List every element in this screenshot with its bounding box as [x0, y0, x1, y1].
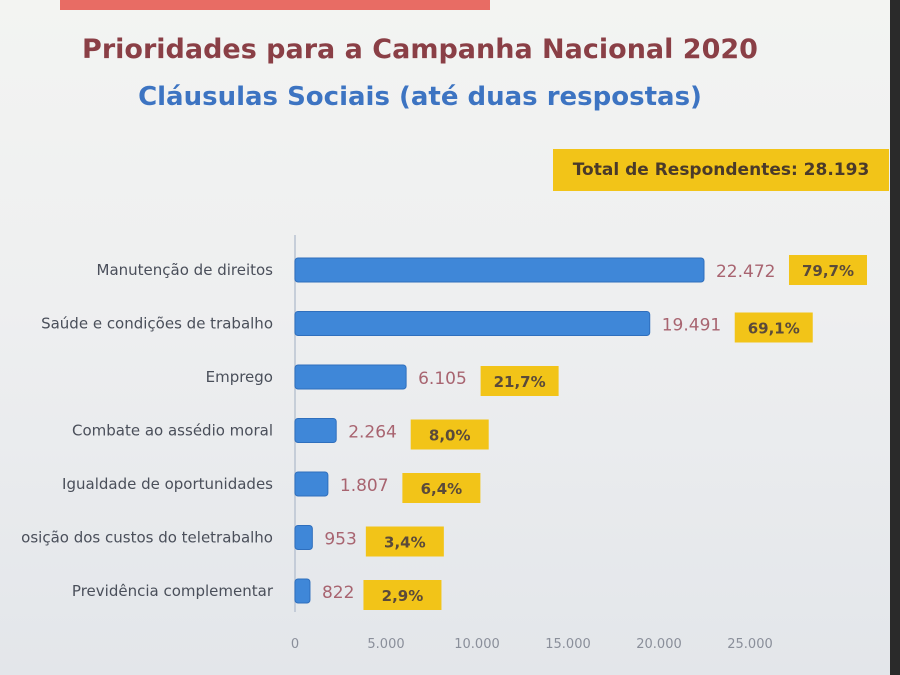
x-tick-label: 25.000 [727, 637, 773, 652]
category-label: Combate ao assédio moral [72, 422, 273, 440]
percent-badge [480, 366, 559, 396]
x-tick-label: 5.000 [367, 637, 404, 652]
percent-label: 3,4% [384, 534, 426, 552]
percent-badge [788, 255, 867, 285]
percent-label: 79,7% [802, 262, 854, 280]
header-strip [60, 0, 490, 10]
bar-5 [294, 525, 313, 550]
value-label: 22.472 [716, 262, 775, 282]
percent-badge [402, 473, 481, 503]
percent-label: 21,7% [494, 373, 546, 391]
bar-4 [294, 471, 329, 497]
percent-badge [363, 580, 442, 610]
category-label: Igualdade de oportunidades [62, 475, 273, 493]
value-label: 6.105 [418, 369, 467, 389]
category-label: Previdência complementar [72, 582, 274, 600]
bar-2 [294, 364, 407, 390]
category-label: Manutenção de direitos [97, 261, 274, 279]
value-label: 2.264 [348, 423, 397, 443]
x-tick-label: 15.000 [545, 637, 591, 652]
x-tick-label: 0 [291, 637, 299, 652]
chart-subtitle: Cláusulas Sociais (até duas respostas) [138, 82, 702, 112]
screen-bezel [890, 0, 900, 675]
category-label: osição dos custos do teletrabalho [21, 529, 273, 547]
value-label: 822 [322, 583, 354, 603]
bar-3 [294, 418, 337, 443]
percent-label: 69,1% [748, 320, 800, 338]
value-label: 1.807 [340, 476, 389, 496]
percent-label: 8,0% [429, 427, 471, 445]
bar-0 [294, 257, 705, 283]
chart-title: Prioridades para a Campanha Nacional 202… [82, 34, 758, 65]
x-tick-label: 20.000 [636, 637, 682, 652]
x-tick-label: 10.000 [454, 637, 500, 652]
percent-badge [410, 419, 489, 450]
bar-6 [294, 578, 311, 604]
percent-badge [365, 526, 444, 557]
category-label: Emprego [206, 368, 273, 386]
category-label: Saúde e condições de trabalho [41, 315, 273, 333]
total-respondents-badge: Total de Respondentes: 28.193 [553, 149, 889, 191]
bar-1 [294, 311, 651, 336]
percent-badge [734, 312, 813, 343]
value-label: 19.491 [662, 316, 721, 336]
percent-label: 2,9% [382, 587, 424, 605]
percent-label: 6,4% [421, 480, 463, 498]
value-label: 953 [324, 530, 356, 550]
